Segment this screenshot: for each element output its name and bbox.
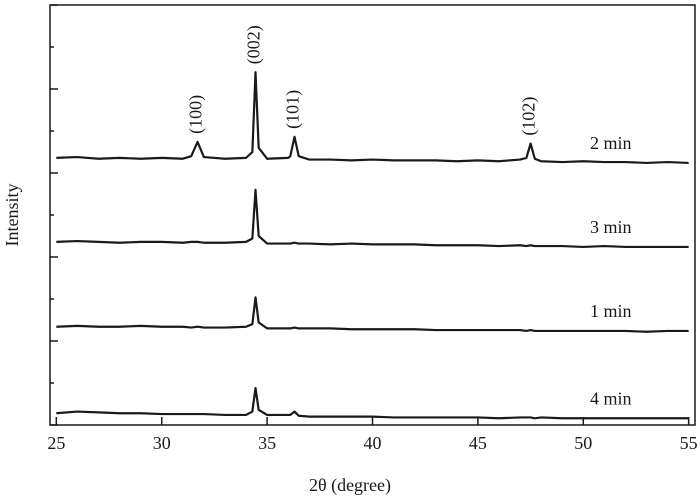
x-tick-label: 45 [469, 433, 487, 453]
x-tick-label: 25 [47, 433, 65, 453]
x-tick-label: 55 [680, 433, 698, 453]
xrd-trace [56, 296, 689, 333]
peak-label: (002) [244, 25, 265, 64]
peak-label: (102) [519, 97, 540, 136]
xrd-trace [56, 386, 689, 420]
xrd-trace [56, 71, 689, 165]
peak-label: (101) [283, 90, 304, 129]
peak-label: (100) [186, 95, 207, 134]
series-label: 1 min [590, 301, 632, 321]
y-axis-label: Intensity [2, 184, 22, 247]
x-tick-label: 40 [364, 433, 382, 453]
x-tick-label: 30 [153, 433, 171, 453]
plot-frame [49, 4, 696, 426]
x-axis-label: 2θ (degree) [309, 475, 391, 496]
series-label: 2 min [590, 133, 632, 153]
xrd-trace [56, 188, 689, 249]
x-tick-label: 35 [258, 433, 276, 453]
series-label: 3 min [590, 217, 632, 237]
x-tick-label: 50 [574, 433, 592, 453]
series-label: 4 min [590, 388, 632, 408]
